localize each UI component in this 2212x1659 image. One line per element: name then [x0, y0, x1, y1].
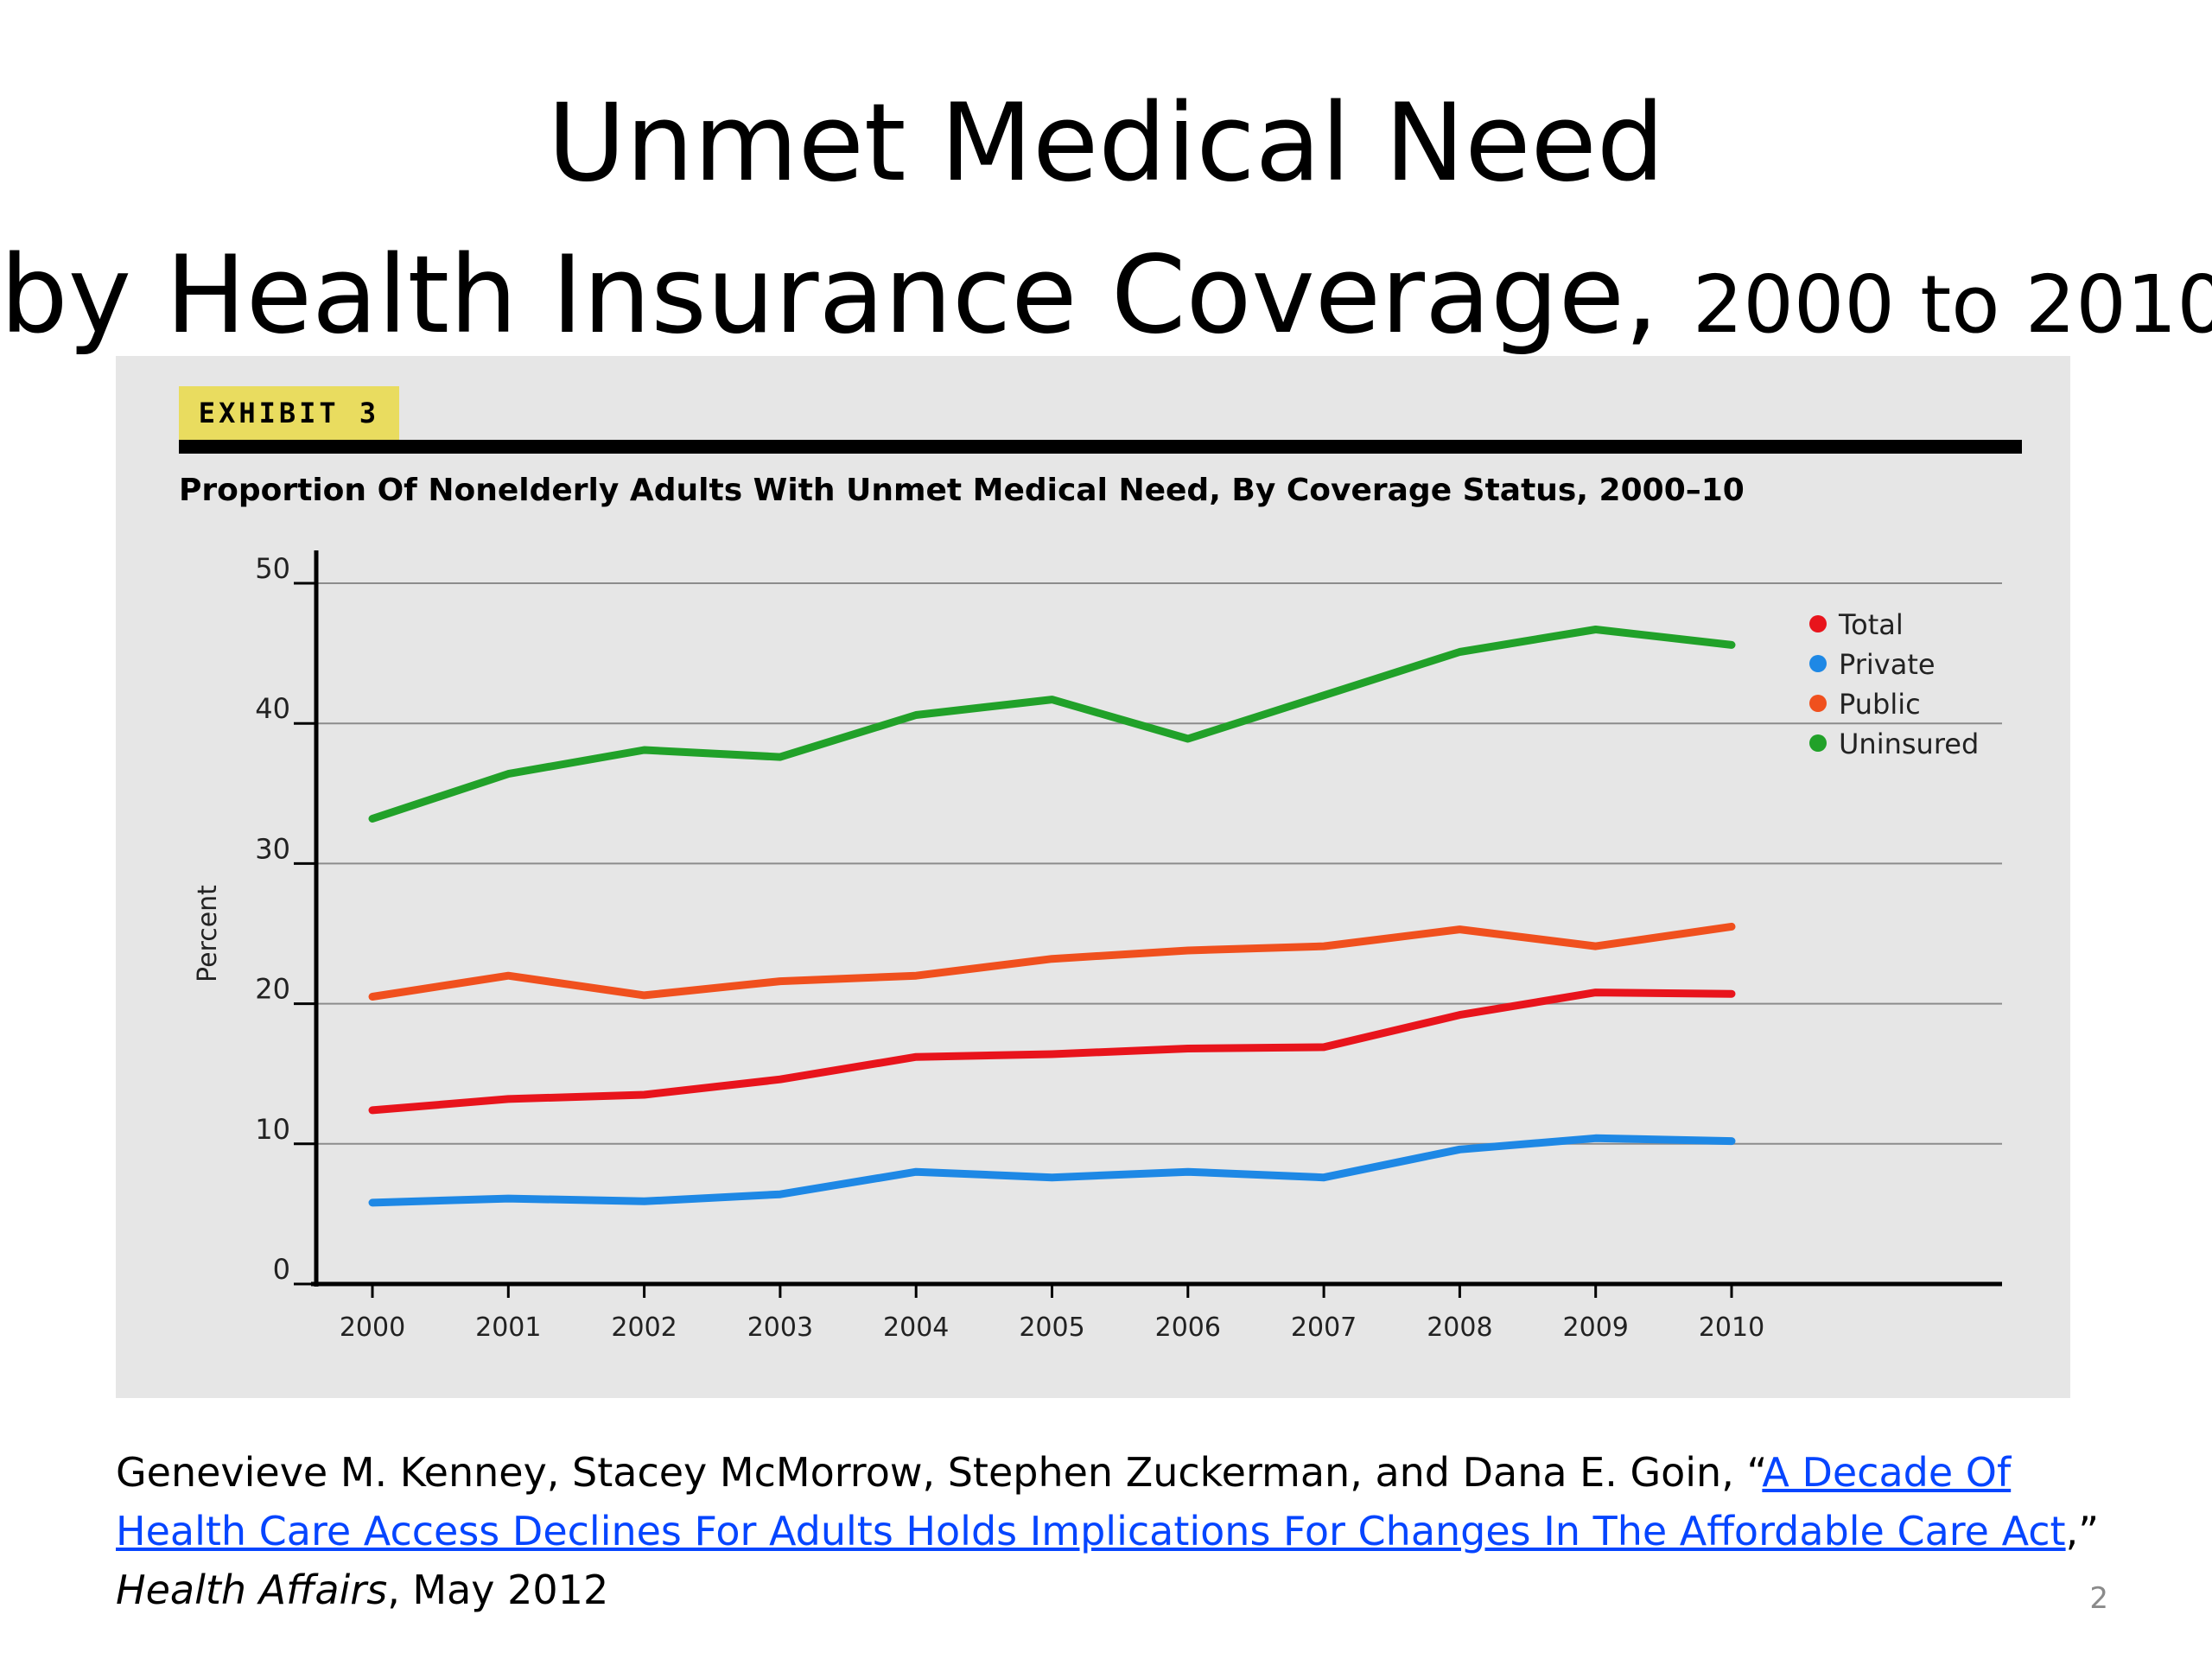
x-tick-label: 2003: [747, 1313, 813, 1343]
legend-marker-uninsured: [1809, 734, 1827, 752]
citation-after-link: ,”: [2065, 1508, 2100, 1554]
data-point: [1729, 1138, 1734, 1144]
series-line-private: [368, 1134, 1736, 1207]
x-tick-label: 2010: [1699, 1313, 1764, 1343]
slide-title-main: by Health Insurance Coverage,: [0, 233, 1659, 358]
data-point: [1457, 649, 1463, 655]
legend-label-private: Private: [1839, 648, 1936, 681]
x-tick-label: 2001: [475, 1313, 541, 1343]
legend-marker-total: [1809, 615, 1827, 632]
x-tick-label: 2004: [883, 1313, 949, 1343]
x-tick-label: 2009: [1563, 1313, 1629, 1343]
legend-marker-private: [1809, 655, 1827, 672]
y-tick-label: 50: [255, 552, 290, 585]
exhibit-panel: EXHIBIT 3 Proportion Of Nonelderly Adult…: [116, 356, 2070, 1398]
data-point: [1729, 642, 1734, 648]
data-point: [1049, 696, 1055, 702]
data-point: [505, 1196, 512, 1202]
data-point: [1049, 1174, 1055, 1180]
y-tick-label: 20: [255, 973, 290, 1006]
page-number: 2: [2089, 1581, 2108, 1616]
x-tick-label: 2006: [1155, 1313, 1221, 1343]
data-point: [505, 973, 512, 979]
data-point: [370, 1199, 375, 1205]
data-point: [1185, 1169, 1191, 1175]
data-point: [913, 1054, 919, 1060]
x-tick-label: 2002: [611, 1313, 677, 1343]
data-point: [777, 1077, 783, 1083]
chart-title: Proportion Of Nonelderly Adults With Unm…: [179, 473, 1745, 508]
data-point: [1457, 1147, 1463, 1153]
y-tick-label: 0: [273, 1253, 290, 1286]
line-chart: 0 10 20 30 40 50 Percent 2000 2001 2002 2003 2004 20…: [193, 550, 2002, 1343]
y-axis-label: Percent: [193, 885, 223, 982]
x-tick-label: 2000: [340, 1313, 405, 1343]
y-tick-label: 10: [255, 1113, 290, 1146]
data-point: [1321, 944, 1327, 950]
slide-title-years: 2000 to 2010: [1692, 258, 2212, 351]
data-point: [1321, 1174, 1327, 1180]
data-point: [1592, 989, 1599, 995]
data-point: [913, 973, 919, 979]
data-point: [1049, 1051, 1055, 1057]
citation-authors: Genevieve M. Kenney, Stacey McMorrow, St…: [116, 1449, 1763, 1496]
citation-journal: Health Affairs: [116, 1567, 388, 1613]
data-point: [641, 992, 647, 998]
legend-label-total: Total: [1838, 608, 1904, 641]
data-point: [913, 1169, 919, 1175]
data-point: [1049, 956, 1055, 962]
x-tick-label: 2008: [1427, 1313, 1492, 1343]
slide-title-line2: by Health Insurance Coverage, 2000 to 20…: [0, 219, 2212, 381]
data-point: [1321, 1044, 1327, 1050]
data-point: [641, 1092, 647, 1098]
data-point: [1457, 926, 1463, 932]
data-point: [370, 816, 375, 822]
citation: Genevieve M. Kenney, Stacey McMorrow, St…: [116, 1443, 2103, 1619]
y-tick-label: 30: [255, 832, 290, 865]
data-point: [1592, 1135, 1599, 1141]
citation-article-link[interactable]: A Decade Of Health Care Access Declines …: [116, 1449, 2066, 1554]
series-line-public: [368, 922, 1736, 1001]
data-point: [1592, 626, 1599, 632]
data-point: [1321, 692, 1327, 698]
x-tick-label: 2005: [1019, 1313, 1084, 1343]
slide-title: Unmet Medical Need by Health Insurance C…: [0, 67, 2212, 381]
data-point: [370, 994, 375, 1000]
exhibit-tag: EXHIBIT 3: [179, 386, 399, 440]
legend-label-uninsured: Uninsured: [1839, 728, 1979, 760]
data-point: [1457, 1012, 1463, 1018]
data-point: [777, 978, 783, 984]
slide-title-line1: Unmet Medical Need: [547, 81, 1665, 206]
y-tick-label: 40: [255, 692, 290, 725]
data-point: [505, 1096, 512, 1102]
series-line-total: [368, 988, 1736, 1115]
data-point: [505, 771, 512, 777]
exhibit-rule: [179, 440, 2022, 454]
data-point: [913, 712, 919, 718]
data-point: [641, 747, 647, 753]
data-point: [777, 754, 783, 760]
data-point: [1729, 924, 1734, 930]
data-point: [1729, 991, 1734, 997]
legend-marker-public: [1809, 695, 1827, 712]
data-point: [777, 1192, 783, 1198]
data-point: [1185, 736, 1191, 742]
data-point: [641, 1198, 647, 1205]
legend-label-public: Public: [1839, 688, 1921, 721]
data-point: [370, 1107, 375, 1113]
citation-date: , May 2012: [387, 1567, 609, 1613]
data-point: [1592, 944, 1599, 950]
data-point: [1185, 1046, 1191, 1052]
data-point: [1185, 947, 1191, 953]
x-tick-label: 2007: [1291, 1313, 1357, 1343]
